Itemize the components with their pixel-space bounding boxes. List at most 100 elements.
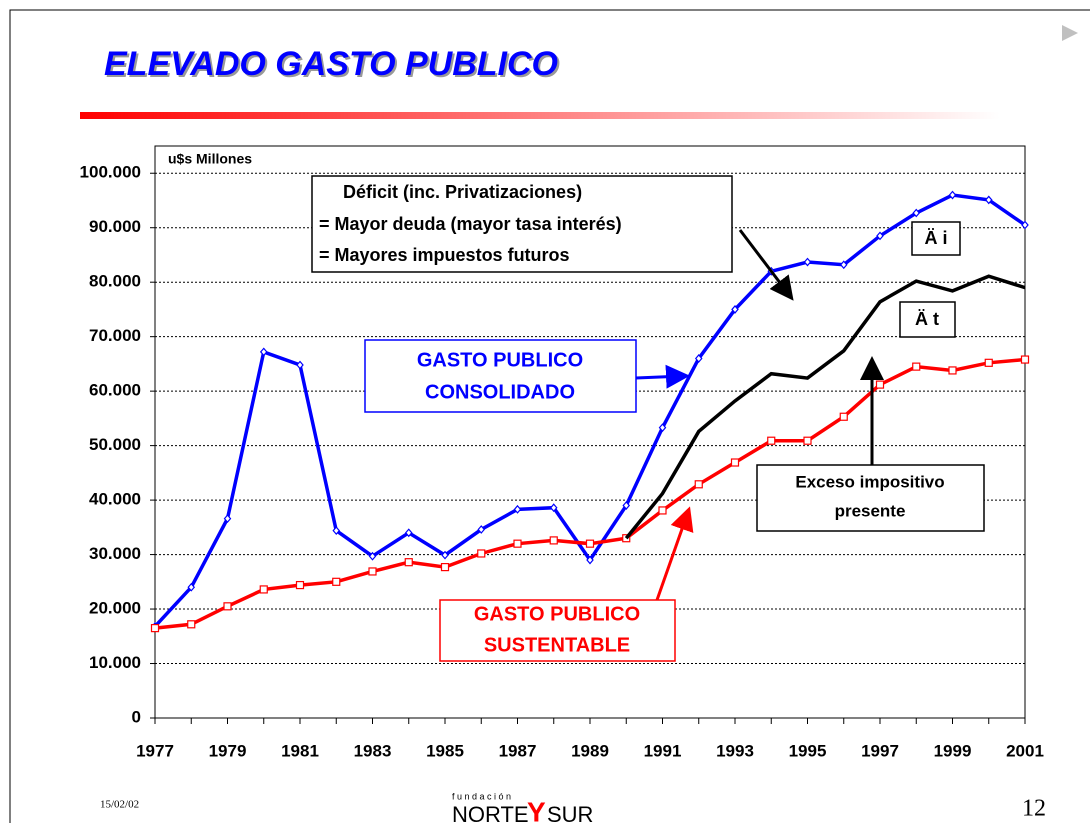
- x-tick-label: 1985: [426, 741, 464, 760]
- point: [658, 423, 667, 433]
- annotation: = Mayor deuda (mayor tasa interés): [319, 214, 622, 234]
- logo-text: NORTE: [452, 802, 529, 823]
- title-shadow: ELEVADO GASTO PUBLICO: [106, 47, 560, 85]
- slide-border: [9, 9, 1090, 823]
- annotation: GASTO PUBLICO: [474, 603, 640, 625]
- logo-text: Y: [527, 796, 546, 823]
- point: [694, 480, 703, 489]
- point: [694, 354, 703, 363]
- point: [440, 563, 450, 572]
- x-tick-label: 2001: [1006, 741, 1044, 760]
- point: [549, 503, 558, 513]
- point: [1020, 355, 1030, 364]
- point: [803, 436, 812, 445]
- point: [368, 567, 377, 576]
- point: [513, 504, 522, 514]
- annotation: CONSOLIDADO: [425, 381, 575, 403]
- annotation: GASTO PUBLICO: [417, 349, 583, 371]
- point: [875, 380, 885, 389]
- annotation: Exceso impositivo: [795, 472, 944, 491]
- x-tick-label: 1991: [644, 741, 682, 760]
- y-axis-label: u$s Millones: [168, 151, 252, 167]
- point: [441, 550, 449, 560]
- logo-text: SUR: [547, 802, 593, 823]
- point: [477, 549, 486, 558]
- point: [803, 257, 812, 267]
- x-tick-label: 1987: [499, 741, 537, 760]
- point: [586, 555, 594, 565]
- point: [731, 305, 739, 314]
- annotation: presente: [835, 501, 906, 520]
- footer-date: 15/02/02: [100, 799, 139, 811]
- annotation-box: [439, 599, 676, 662]
- y-tick-label: 70.000: [89, 326, 141, 345]
- x-tick-label: 1995: [789, 741, 827, 760]
- point: [187, 620, 196, 629]
- point: [549, 536, 558, 545]
- point: [223, 514, 232, 524]
- point: [912, 362, 921, 371]
- point: [585, 539, 595, 548]
- annotation: Déficit (inc. Privatizaciones): [343, 182, 582, 202]
- y-tick-label: 30.000: [89, 544, 141, 563]
- x-tick-label: 1981: [281, 741, 319, 760]
- annotation: SUSTENTABLE: [484, 634, 630, 656]
- arrow: [655, 506, 694, 601]
- annotation: Ä i: [924, 228, 947, 248]
- point: [876, 231, 884, 241]
- annotation-box: [756, 464, 985, 532]
- point: [259, 585, 268, 594]
- point: [368, 551, 377, 561]
- point: [948, 190, 957, 200]
- x-tick-label: 1983: [354, 741, 392, 760]
- series-line: [624, 274, 1026, 540]
- point: [767, 436, 776, 445]
- point: [912, 208, 921, 218]
- point: [658, 506, 667, 515]
- annotation: Ä t: [915, 309, 939, 329]
- y-tick-label: 40.000: [89, 490, 141, 509]
- point: [984, 195, 993, 205]
- y-tick-label: 20.000: [89, 599, 141, 618]
- title-underline: [80, 112, 1000, 119]
- point: [948, 366, 957, 375]
- x-tick-label: 1993: [716, 741, 754, 760]
- y-tick-label: 80.000: [89, 272, 141, 291]
- point: [150, 624, 160, 633]
- point: [404, 528, 413, 538]
- x-tick-label: 1999: [934, 741, 972, 760]
- y-tick-label: 60.000: [89, 381, 141, 400]
- point: [223, 602, 232, 611]
- y-tick-label: 90.000: [89, 217, 141, 236]
- point: [295, 580, 305, 590]
- point: [187, 582, 196, 592]
- next-button[interactable]: [1062, 25, 1078, 41]
- annotation-box: [364, 339, 637, 413]
- point: [477, 525, 486, 534]
- chart-title: ELEVADO GASTO PUBLICO: [104, 45, 558, 83]
- point: [332, 577, 341, 586]
- x-tick-label: 1997: [861, 741, 899, 760]
- annotation-box: [311, 175, 733, 273]
- annotation: = Mayores impuestos futuros: [319, 245, 570, 265]
- annotation-box: [911, 221, 961, 256]
- logo-text: f u n d a c i ó n: [452, 791, 511, 801]
- point: [513, 539, 522, 548]
- x-tick-label: 1989: [571, 741, 609, 760]
- x-tick-label: 1977: [136, 741, 174, 760]
- x-tick-label: 1979: [209, 741, 247, 760]
- page-number: 12: [1022, 796, 1046, 822]
- y-tick-label: 10.000: [89, 653, 141, 672]
- point: [296, 360, 304, 370]
- y-tick-label: 0: [132, 707, 141, 726]
- point: [730, 458, 740, 467]
- y-tick-label: 50.000: [89, 435, 141, 454]
- annotation-box: [899, 301, 956, 338]
- point: [839, 412, 848, 421]
- y-tick-label: 100.000: [80, 163, 141, 182]
- arrow: [738, 229, 794, 301]
- point: [259, 347, 268, 357]
- point: [404, 558, 413, 567]
- point: [1021, 220, 1029, 230]
